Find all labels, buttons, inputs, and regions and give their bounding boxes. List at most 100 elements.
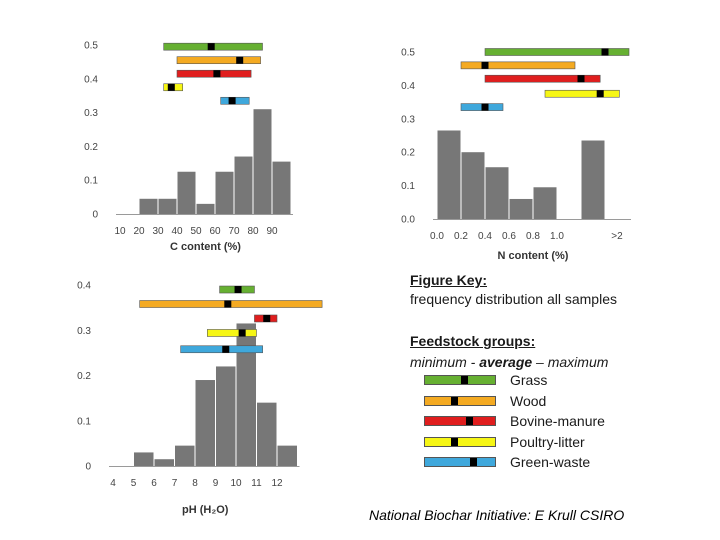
legend-label: Poultry-litter — [510, 433, 585, 450]
y-tick-label: 0.2 — [77, 371, 91, 382]
x-tick-label: 0.8 — [526, 231, 540, 242]
legend-label: Bovine-manure — [510, 413, 605, 430]
histogram-bar — [216, 366, 236, 466]
histogram-bar — [461, 152, 485, 219]
histogram-bar — [253, 109, 272, 214]
legend-swatch — [424, 457, 496, 468]
histogram-bar — [257, 402, 277, 466]
x-axis-title: N content (%) — [498, 250, 569, 262]
average-marker-poultry-litter — [167, 83, 175, 91]
legend-item: Bovine-manure — [424, 411, 710, 432]
y-tick-label: 0.3 — [84, 108, 98, 119]
x-tick-label: 90 — [266, 226, 278, 237]
x-tick-label: 20 — [133, 226, 145, 237]
x-tick-label: 80 — [247, 226, 259, 237]
legend-swatch — [424, 416, 496, 427]
average-marker-bovine-manure — [577, 75, 585, 83]
histogram-bar — [533, 187, 557, 219]
range-bar-green-waste — [180, 345, 263, 354]
legend-item: Poultry-litter — [424, 432, 710, 453]
histogram-bar — [139, 198, 158, 214]
figure-key: Figure Key: frequency distribution all s… — [410, 272, 710, 473]
legend: Grass Wood Bovine-manure Poultry-litter Gree… — [410, 370, 710, 473]
credit-footer: National Biochar Initiative: E Krull CSI… — [369, 507, 625, 523]
carbon-content-chart: 0 0.1 0.2 0.3 0.4 0.5 10 20 30 40 50 60 70 80 90 C cont… — [84, 41, 293, 253]
histogram-bar — [154, 459, 174, 466]
y-tick-label: 0.4 — [77, 281, 91, 292]
x-tick-label: 5 — [131, 478, 137, 489]
x-tick-label: 1.0 — [550, 231, 564, 242]
average-marker-bovine-manure — [263, 314, 271, 322]
histogram-bar — [234, 156, 253, 214]
legend-average-marker — [460, 376, 468, 385]
y-tick-label: 0.0 — [401, 215, 415, 226]
x-tick-label: 7 — [172, 478, 178, 489]
histogram-bar — [485, 167, 509, 219]
y-tick-label: 0.5 — [401, 48, 415, 59]
average-marker-green-waste — [228, 97, 236, 105]
histogram-bar — [195, 380, 215, 466]
x-tick-label: 30 — [152, 226, 164, 237]
range-description: minimum - average – maximum — [410, 354, 710, 370]
y-tick-label: 0.3 — [401, 114, 415, 125]
range-bar-wood — [460, 61, 576, 70]
legend-item: Wood — [424, 391, 710, 412]
x-tick-label: 10 — [114, 226, 126, 237]
y-tick-label: 0 — [92, 210, 98, 221]
nitrogen-content-chart: 0.0 0.1 0.2 0.3 0.4 0.5 0.0 0.2 0.4 0.6 0.8 1.0 >2 N … — [401, 48, 631, 262]
range-bar-poultry-litter — [207, 329, 257, 337]
x-tick-label: 10 — [230, 478, 242, 489]
range-min-text: minimum - — [410, 354, 480, 370]
y-tick-label: 0 — [85, 462, 91, 473]
average-marker-wood — [236, 56, 244, 64]
histogram-bar — [272, 161, 291, 214]
y-tick-label: 0.2 — [84, 142, 98, 153]
x-axis-title: C content (%) — [170, 241, 241, 253]
x-tick-label: 50 — [190, 226, 202, 237]
y-tick-label: 0.4 — [84, 74, 98, 85]
legend-average-marker — [469, 458, 477, 467]
range-bar-wood — [176, 56, 261, 65]
histogram-bar — [215, 171, 234, 214]
y-tick-label: 0.4 — [401, 81, 415, 92]
average-marker-wood — [224, 300, 232, 308]
histogram-bar — [581, 140, 605, 219]
x-tick-label: 9 — [213, 478, 219, 489]
x-tick-label: 60 — [209, 226, 221, 237]
legend-label: Grass — [510, 372, 548, 389]
x-tick-label: 70 — [228, 226, 240, 237]
y-tick-label: 0.5 — [84, 41, 98, 52]
x-tick-label: >2 — [611, 231, 623, 242]
x-tick-label: 0.6 — [502, 231, 516, 242]
y-tick-label: 0.1 — [84, 176, 98, 187]
histogram-bar — [277, 445, 297, 466]
average-marker-green-waste — [222, 345, 230, 353]
y-tick-label: 0.2 — [401, 148, 415, 159]
histogram-bar — [177, 171, 196, 214]
average-marker-bovine-manure — [213, 70, 221, 78]
x-tick-label: 8 — [192, 478, 198, 489]
average-marker-grass — [601, 48, 609, 56]
x-tick-label: 0.2 — [454, 231, 468, 242]
x-tick-label: 6 — [151, 478, 157, 489]
legend-label: Green-waste — [510, 454, 591, 471]
histogram-bar — [437, 130, 461, 219]
average-marker-green-waste — [481, 103, 489, 111]
histogram-bar — [509, 198, 533, 219]
range-avg-text: average — [479, 354, 533, 370]
legend-swatch — [424, 436, 496, 447]
key-title: Figure Key: — [410, 272, 488, 288]
x-tick-label: 40 — [171, 226, 183, 237]
average-marker-grass — [234, 286, 242, 294]
legend-average-marker — [451, 396, 459, 405]
average-marker-wood — [481, 61, 489, 69]
y-tick-label: 0.3 — [77, 326, 91, 337]
legend-swatch — [424, 375, 496, 386]
range-max-text: – maximum — [532, 354, 609, 370]
x-tick-label: 0.0 — [430, 231, 444, 242]
range-bar-bovine-manure — [484, 74, 601, 83]
x-tick-label: 11 — [251, 478, 262, 489]
legend-average-marker — [451, 437, 459, 446]
ph-chart: 0 0.1 0.2 0.3 0.4 4 5 6 7 8 9 10 11 12 pH (H₂O) — [77, 281, 323, 516]
key-subtitle: frequency distribution all samples — [410, 291, 617, 307]
